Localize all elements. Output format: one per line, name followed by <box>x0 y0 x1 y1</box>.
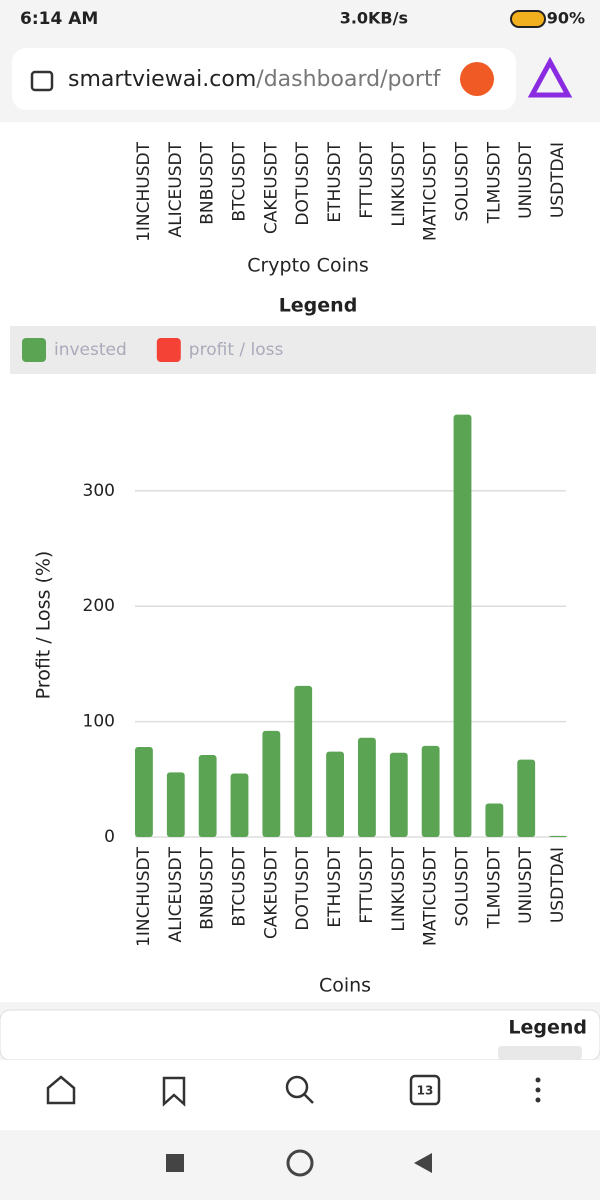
bar <box>549 835 567 837</box>
menu-button[interactable] <box>535 1077 541 1083</box>
x-tick-label: 1INCHUSDT <box>134 846 154 947</box>
x-tick-label: SOLUSDT <box>453 846 473 926</box>
legend-label: invested <box>54 340 127 360</box>
x-tick-label: ETHUSDT <box>325 846 345 927</box>
top-x-tick-label: USDTDAI <box>548 142 568 218</box>
x-tick-label: USDTDAI <box>548 847 568 923</box>
bar <box>485 803 504 837</box>
x-tick-label: FTTUSDT <box>357 846 377 923</box>
time: 6:14 AM <box>20 9 98 29</box>
top-x-tick-label: BTCUSDT <box>230 141 250 221</box>
bar <box>326 751 344 837</box>
bar <box>294 685 313 837</box>
top-x-tick-label: UNIUSDT <box>516 141 536 218</box>
bar <box>389 752 408 837</box>
x-tick-label: BTCUSDT <box>230 846 250 926</box>
search-handle <box>303 1093 314 1104</box>
bar <box>517 759 536 837</box>
top-x-tick-label: DOTUSDT <box>293 141 313 225</box>
x-tick-label: BNBUSDT <box>198 846 218 929</box>
menu-dot <box>535 1087 541 1093</box>
status-bar <box>0 0 600 38</box>
bar <box>135 746 153 837</box>
recents-button[interactable] <box>166 1154 184 1172</box>
url[interactable]: smartviewai.com/dashboard/portf <box>68 67 442 92</box>
url-path: /dashboard/portf <box>256 67 441 92</box>
top-x-tick-label: ALICEUSDT <box>166 141 186 237</box>
bar <box>230 773 249 837</box>
home-button[interactable] <box>46 1075 76 1105</box>
rewards-icon[interactable] <box>527 56 573 98</box>
y-axis-label: Profit / Loss (%) <box>33 551 55 700</box>
y-tick-label: 200 <box>83 596 115 616</box>
top-x-tick-label: ETHUSDT <box>325 141 345 222</box>
bar <box>358 737 376 837</box>
bar <box>453 414 472 837</box>
home-system-button[interactable] <box>286 1149 314 1177</box>
bookmark-button[interactable] <box>162 1076 186 1107</box>
bar <box>198 755 217 837</box>
legend-title: Legend <box>279 295 358 317</box>
y-tick-label: 100 <box>83 712 115 732</box>
battery-level: 90% <box>547 9 585 28</box>
x-tick-label: ALICEUSDT <box>166 846 186 942</box>
legend-box <box>10 326 596 374</box>
next-card-title: Legend <box>508 1017 587 1039</box>
top-x-tick-label: TLMUSDT <box>484 141 504 224</box>
system-nav <box>0 1130 600 1200</box>
x-tick-label: UNIUSDT <box>516 846 536 923</box>
top-x-tick-label: CAKEUSDT <box>261 141 281 234</box>
top-x-tick-label: SOLUSDT <box>453 141 473 221</box>
top-x-tick-label: MATICUSDT <box>421 141 441 241</box>
tabs-button[interactable] <box>409 1074 441 1106</box>
top-x-tick-label: BNBUSDT <box>198 141 218 224</box>
top-x-label: Crypto Coins <box>247 255 369 277</box>
back-button[interactable] <box>414 1153 432 1173</box>
lock-icon <box>30 70 54 92</box>
battery-icon <box>510 10 546 28</box>
card <box>0 122 600 1002</box>
x-tick-label: MATICUSDT <box>421 846 441 946</box>
search-button[interactable] <box>285 1075 309 1099</box>
top-x-tick-label: LINKUSDT <box>389 141 409 226</box>
legend-label: profit / loss <box>189 340 284 360</box>
bar <box>262 730 281 837</box>
top-x-tick-label: 1INCHUSDT <box>134 141 154 242</box>
y-tick-label: 0 <box>104 827 115 847</box>
url-bar[interactable] <box>12 48 516 110</box>
brave-icon[interactable] <box>460 62 494 96</box>
bar <box>421 745 440 837</box>
net-speed: 3.0KB/s <box>340 9 408 28</box>
x-tick-label: TLMUSDT <box>484 846 504 929</box>
legend-swatch <box>156 338 181 362</box>
x-tick-label: CAKEUSDT <box>261 846 281 939</box>
x-tick-label: LINKUSDT <box>389 846 409 931</box>
nav-bar <box>0 1060 600 1130</box>
bar <box>166 772 185 837</box>
tab-count: 13 <box>417 1084 434 1098</box>
url-host: smartviewai.com <box>68 67 256 92</box>
x-tick-label: DOTUSDT <box>293 846 313 930</box>
legend-swatch <box>22 338 46 362</box>
next-legend-box <box>498 1046 582 1060</box>
menu-dot <box>535 1097 541 1103</box>
top-x-tick-label: FTTUSDT <box>357 141 377 218</box>
y-tick-label: 300 <box>83 481 115 501</box>
x-axis-label: Coins <box>319 975 371 997</box>
